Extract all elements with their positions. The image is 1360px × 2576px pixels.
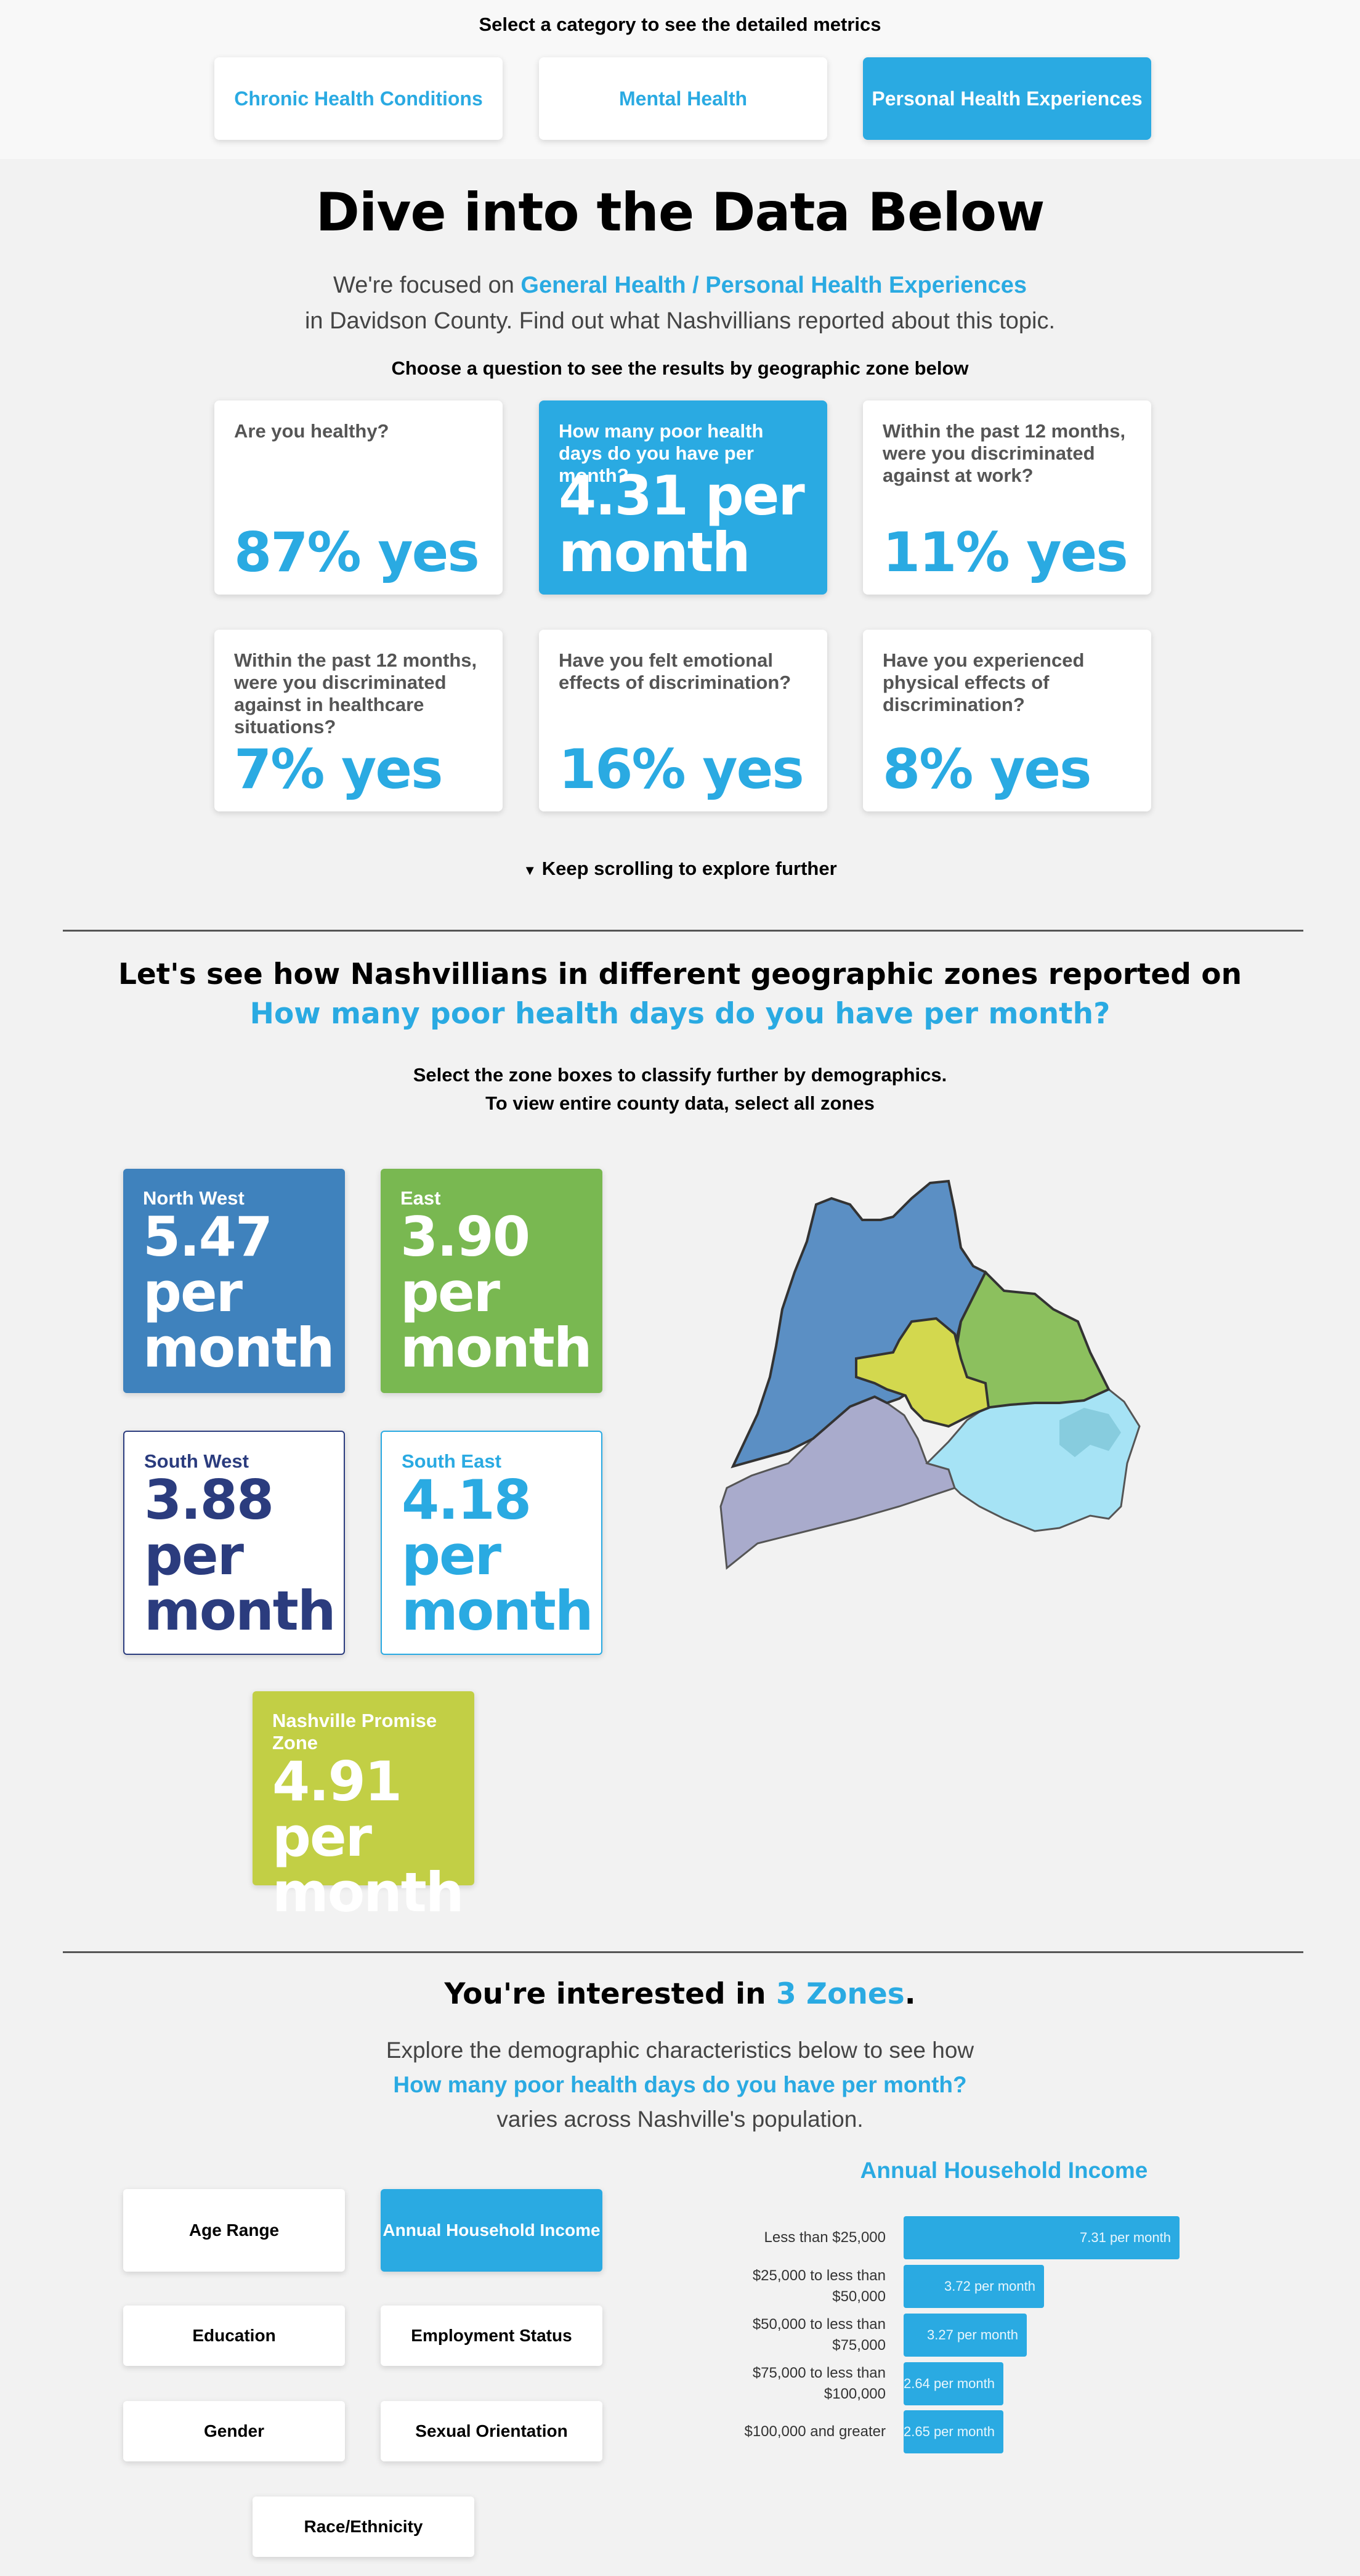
- question-text: Have you felt emotional effects of discr…: [559, 649, 791, 693]
- question-prompt: Choose a question to see the results by …: [391, 357, 969, 379]
- question-card-healthy[interactable]: Are you healthy? 87% yes: [214, 400, 503, 595]
- question-card-discrimination-work[interactable]: Within the past 12 months, were you disc…: [863, 400, 1151, 595]
- bar[interactable]: 7.31 per month: [904, 2216, 1180, 2259]
- zone-box-south-east[interactable]: South East 4.18 per month: [381, 1431, 602, 1655]
- zone-box-south-west[interactable]: South West 3.88 per month: [123, 1431, 345, 1655]
- interest-line-3: varies across Nashville's population.: [496, 2107, 864, 2132]
- zone-name: South West: [144, 1450, 249, 1472]
- zone-box-east[interactable]: East 3.90 per month: [381, 1169, 602, 1393]
- lead-prefix: We're focused on: [333, 272, 521, 298]
- lead-topic: General Health / Personal Health Experie…: [520, 272, 1027, 298]
- category-chronic-health-button[interactable]: Chronic Health Conditions: [214, 57, 503, 140]
- zone-value: 5.47 per month: [143, 1205, 335, 1379]
- bar-category-label: Less than $25,000: [764, 2229, 886, 2246]
- question-value: 16% yes: [559, 737, 804, 801]
- bar-value-label: 3.27 per month: [927, 2327, 1018, 2342]
- lead-text: We're focused on General Health / Person…: [0, 267, 1360, 339]
- map-zone-promise[interactable]: [855, 1317, 990, 1428]
- scroll-hint-text: Keep scrolling to explore further: [541, 858, 837, 879]
- zones-heading-text: Let's see how Nashvillians in different …: [118, 957, 1242, 991]
- category-mental-health-button[interactable]: Mental Health: [539, 57, 827, 140]
- demographic-race-ethnicity-button[interactable]: Race/Ethnicity: [253, 2497, 474, 2557]
- question-text: How many poor health days do you have pe…: [559, 420, 764, 486]
- bar[interactable]: 3.27 per month: [904, 2314, 1027, 2357]
- zone-value: 4.91 per month: [272, 1750, 464, 1924]
- bar-category-label: $75,000 to less than $100,000: [752, 2365, 886, 2402]
- caret-down-icon: ▼: [523, 863, 537, 878]
- bar[interactable]: 2.64 per month: [904, 2362, 1003, 2405]
- demographic-education-button[interactable]: Education: [123, 2306, 345, 2366]
- question-card-discrimination-healthcare[interactable]: Within the past 12 months, were you disc…: [214, 630, 503, 811]
- zones-instruction-1: Select the zone boxes to classify furthe…: [413, 1064, 947, 1086]
- question-value: 7% yes: [234, 737, 443, 801]
- question-card-poor-health-days[interactable]: How many poor health days do you have pe…: [539, 400, 827, 595]
- zone-name: East: [400, 1187, 441, 1209]
- interest-heading: You're interested in 3 Zones.: [0, 1975, 1360, 2014]
- zone-map[interactable]: [714, 1174, 1146, 1596]
- zones-heading: Let's see how Nashvillians in different …: [0, 955, 1360, 1034]
- question-text: Are you healthy?: [234, 420, 389, 442]
- bar-value-label: 2.64 per month: [904, 2376, 995, 2391]
- page-title: Dive into the Data Below: [315, 182, 1045, 243]
- question-text: Within the past 12 months, were you disc…: [883, 420, 1126, 486]
- category-prompt: Select a category to see the detailed me…: [479, 14, 881, 35]
- zone-value: 3.90 per month: [400, 1205, 593, 1379]
- interest-count: 3 Zones: [775, 1977, 905, 2011]
- demographic-age-range-button[interactable]: Age Range: [123, 2189, 345, 2272]
- zones-heading-question: How many poor health days do you have pe…: [249, 997, 1111, 1031]
- chart-title: Annual Household Income: [860, 2158, 1148, 2183]
- demographic-gender-button[interactable]: Gender: [123, 2401, 345, 2461]
- scroll-hint[interactable]: ▼ Keep scrolling to explore further: [0, 858, 1360, 880]
- interest-text: Explore the demographic characteristics …: [0, 2033, 1360, 2137]
- zone-box-promise-zone[interactable]: Nashville Promise Zone 4.91 per month: [253, 1691, 474, 1920]
- demographic-income-button[interactable]: Annual Household Income: [381, 2189, 602, 2272]
- bar-category-label: $25,000 to less than $50,000: [752, 2267, 886, 2305]
- zone-name: Nashville Promise Zone: [272, 1710, 437, 1753]
- bar[interactable]: 3.72 per month: [904, 2265, 1044, 2308]
- question-value: 11% yes: [883, 521, 1128, 584]
- demographic-employment-button[interactable]: Employment Status: [381, 2306, 602, 2366]
- question-card-physical-effects[interactable]: Have you experienced physical effects of…: [863, 630, 1151, 811]
- question-text: Have you experienced physical effects of…: [883, 649, 1085, 715]
- section-divider: [63, 930, 1303, 932]
- interest-prefix: You're interested in: [444, 1977, 776, 2011]
- map-zone-north-west[interactable]: [731, 1179, 987, 1469]
- question-value: 87% yes: [234, 521, 480, 584]
- question-card-emotional-effects[interactable]: Have you felt emotional effects of discr…: [539, 630, 827, 811]
- interest-suffix: .: [904, 1977, 916, 2011]
- question-value: 4.31 per month: [559, 464, 805, 584]
- bar-category-label: $100,000 and greater: [744, 2423, 886, 2440]
- lead-line-2: in Davidson County. Find out what Nashvi…: [304, 308, 1056, 334]
- interest-line-1: Explore the demographic characteristics …: [386, 2038, 974, 2063]
- demographic-sexual-orientation-button[interactable]: Sexual Orientation: [381, 2401, 602, 2461]
- zone-value: 4.18 per month: [402, 1468, 594, 1643]
- zones-instructions: Select the zone boxes to classify furthe…: [0, 1061, 1360, 1118]
- zone-name: South East: [402, 1450, 501, 1472]
- zone-value: 3.88 per month: [144, 1468, 336, 1643]
- bar-value-label: 3.72 per month: [944, 2278, 1035, 2294]
- bar[interactable]: 2.65 per month: [904, 2410, 1003, 2453]
- zone-name: North West: [143, 1187, 245, 1209]
- zone-box-north-west[interactable]: North West 5.47 per month: [123, 1169, 345, 1393]
- map-zone-south-west[interactable]: [719, 1396, 956, 1570]
- category-personal-health-button[interactable]: Personal Health Experiences: [863, 57, 1151, 140]
- interest-question: How many poor health days do you have pe…: [393, 2072, 967, 2097]
- question-value: 8% yes: [883, 737, 1091, 801]
- map-lake: [1059, 1408, 1121, 1457]
- bar-value-label: 2.65 per month: [904, 2424, 995, 2439]
- question-text: Within the past 12 months, were you disc…: [234, 649, 477, 737]
- bar-value-label: 7.31 per month: [1080, 2230, 1171, 2245]
- bar-category-label: $50,000 to less than $75,000: [752, 2316, 886, 2354]
- zones-instruction-2: To view entire county data, select all z…: [485, 1092, 875, 1114]
- section-divider: [63, 1951, 1303, 1953]
